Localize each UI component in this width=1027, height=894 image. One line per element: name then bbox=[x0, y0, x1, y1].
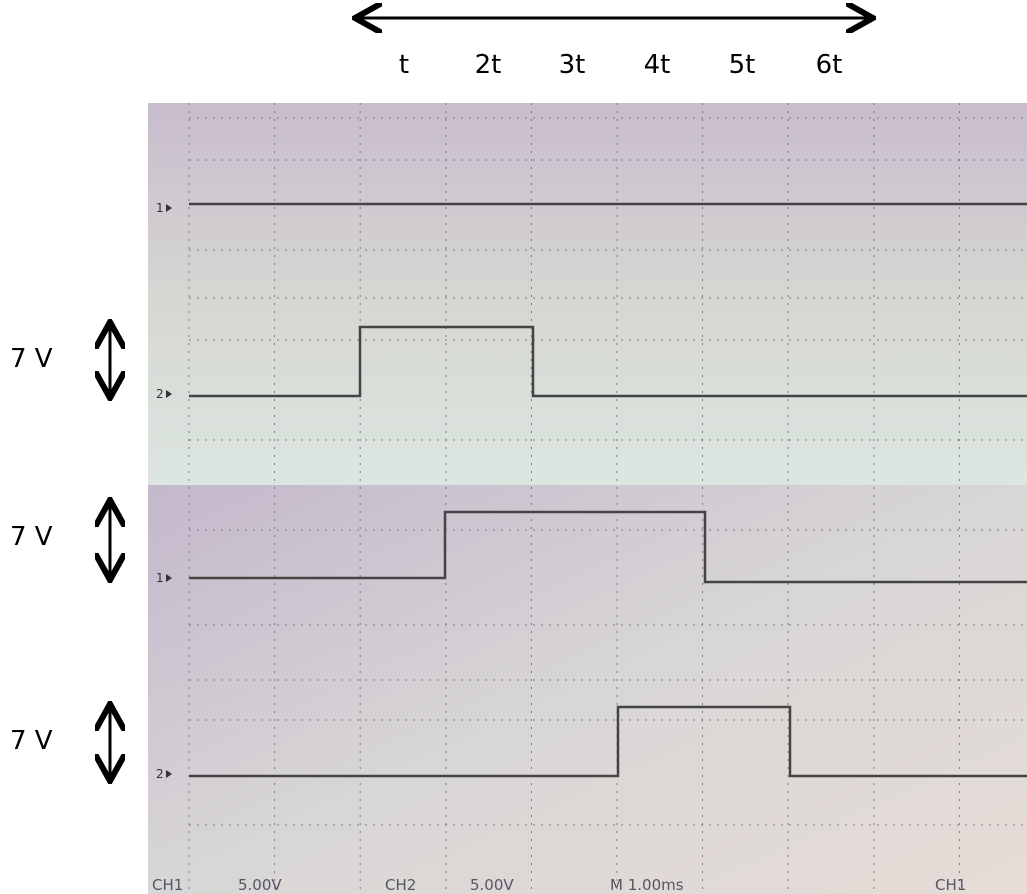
channel-marker: 1 bbox=[156, 571, 164, 585]
status-text: 5.00V bbox=[470, 876, 514, 894]
status-text: CH2 bbox=[385, 876, 416, 894]
time-label: 5t bbox=[729, 50, 756, 80]
status-text: CH1 bbox=[152, 876, 183, 894]
channel-arrow bbox=[166, 390, 172, 398]
time-label: 6t bbox=[816, 50, 843, 80]
time-label: t bbox=[399, 50, 409, 80]
voltage-label: 7 V bbox=[10, 522, 53, 552]
scope-screen-bottom bbox=[148, 485, 1027, 894]
channel-arrow bbox=[166, 574, 172, 582]
voltage-label: 7 V bbox=[10, 344, 53, 374]
channel-marker: 2 bbox=[156, 387, 164, 401]
voltage-label: 7 V bbox=[10, 726, 53, 756]
status-text: 5.00V bbox=[238, 876, 282, 894]
status-text: M 1.00ms bbox=[610, 876, 684, 894]
channel-marker: 1 bbox=[156, 201, 164, 215]
waveform bbox=[189, 325, 1027, 398]
waveform bbox=[189, 705, 1027, 778]
time-label: 3t bbox=[559, 50, 586, 80]
status-text: CH1 bbox=[935, 876, 966, 894]
waveform bbox=[189, 510, 1027, 584]
channel-marker: 2 bbox=[156, 767, 164, 781]
time-label: 4t bbox=[644, 50, 671, 80]
channel-arrow bbox=[166, 204, 172, 212]
scope-screen-top bbox=[148, 103, 1027, 485]
time-label: 2t bbox=[475, 50, 502, 80]
channel-arrow bbox=[166, 770, 172, 778]
